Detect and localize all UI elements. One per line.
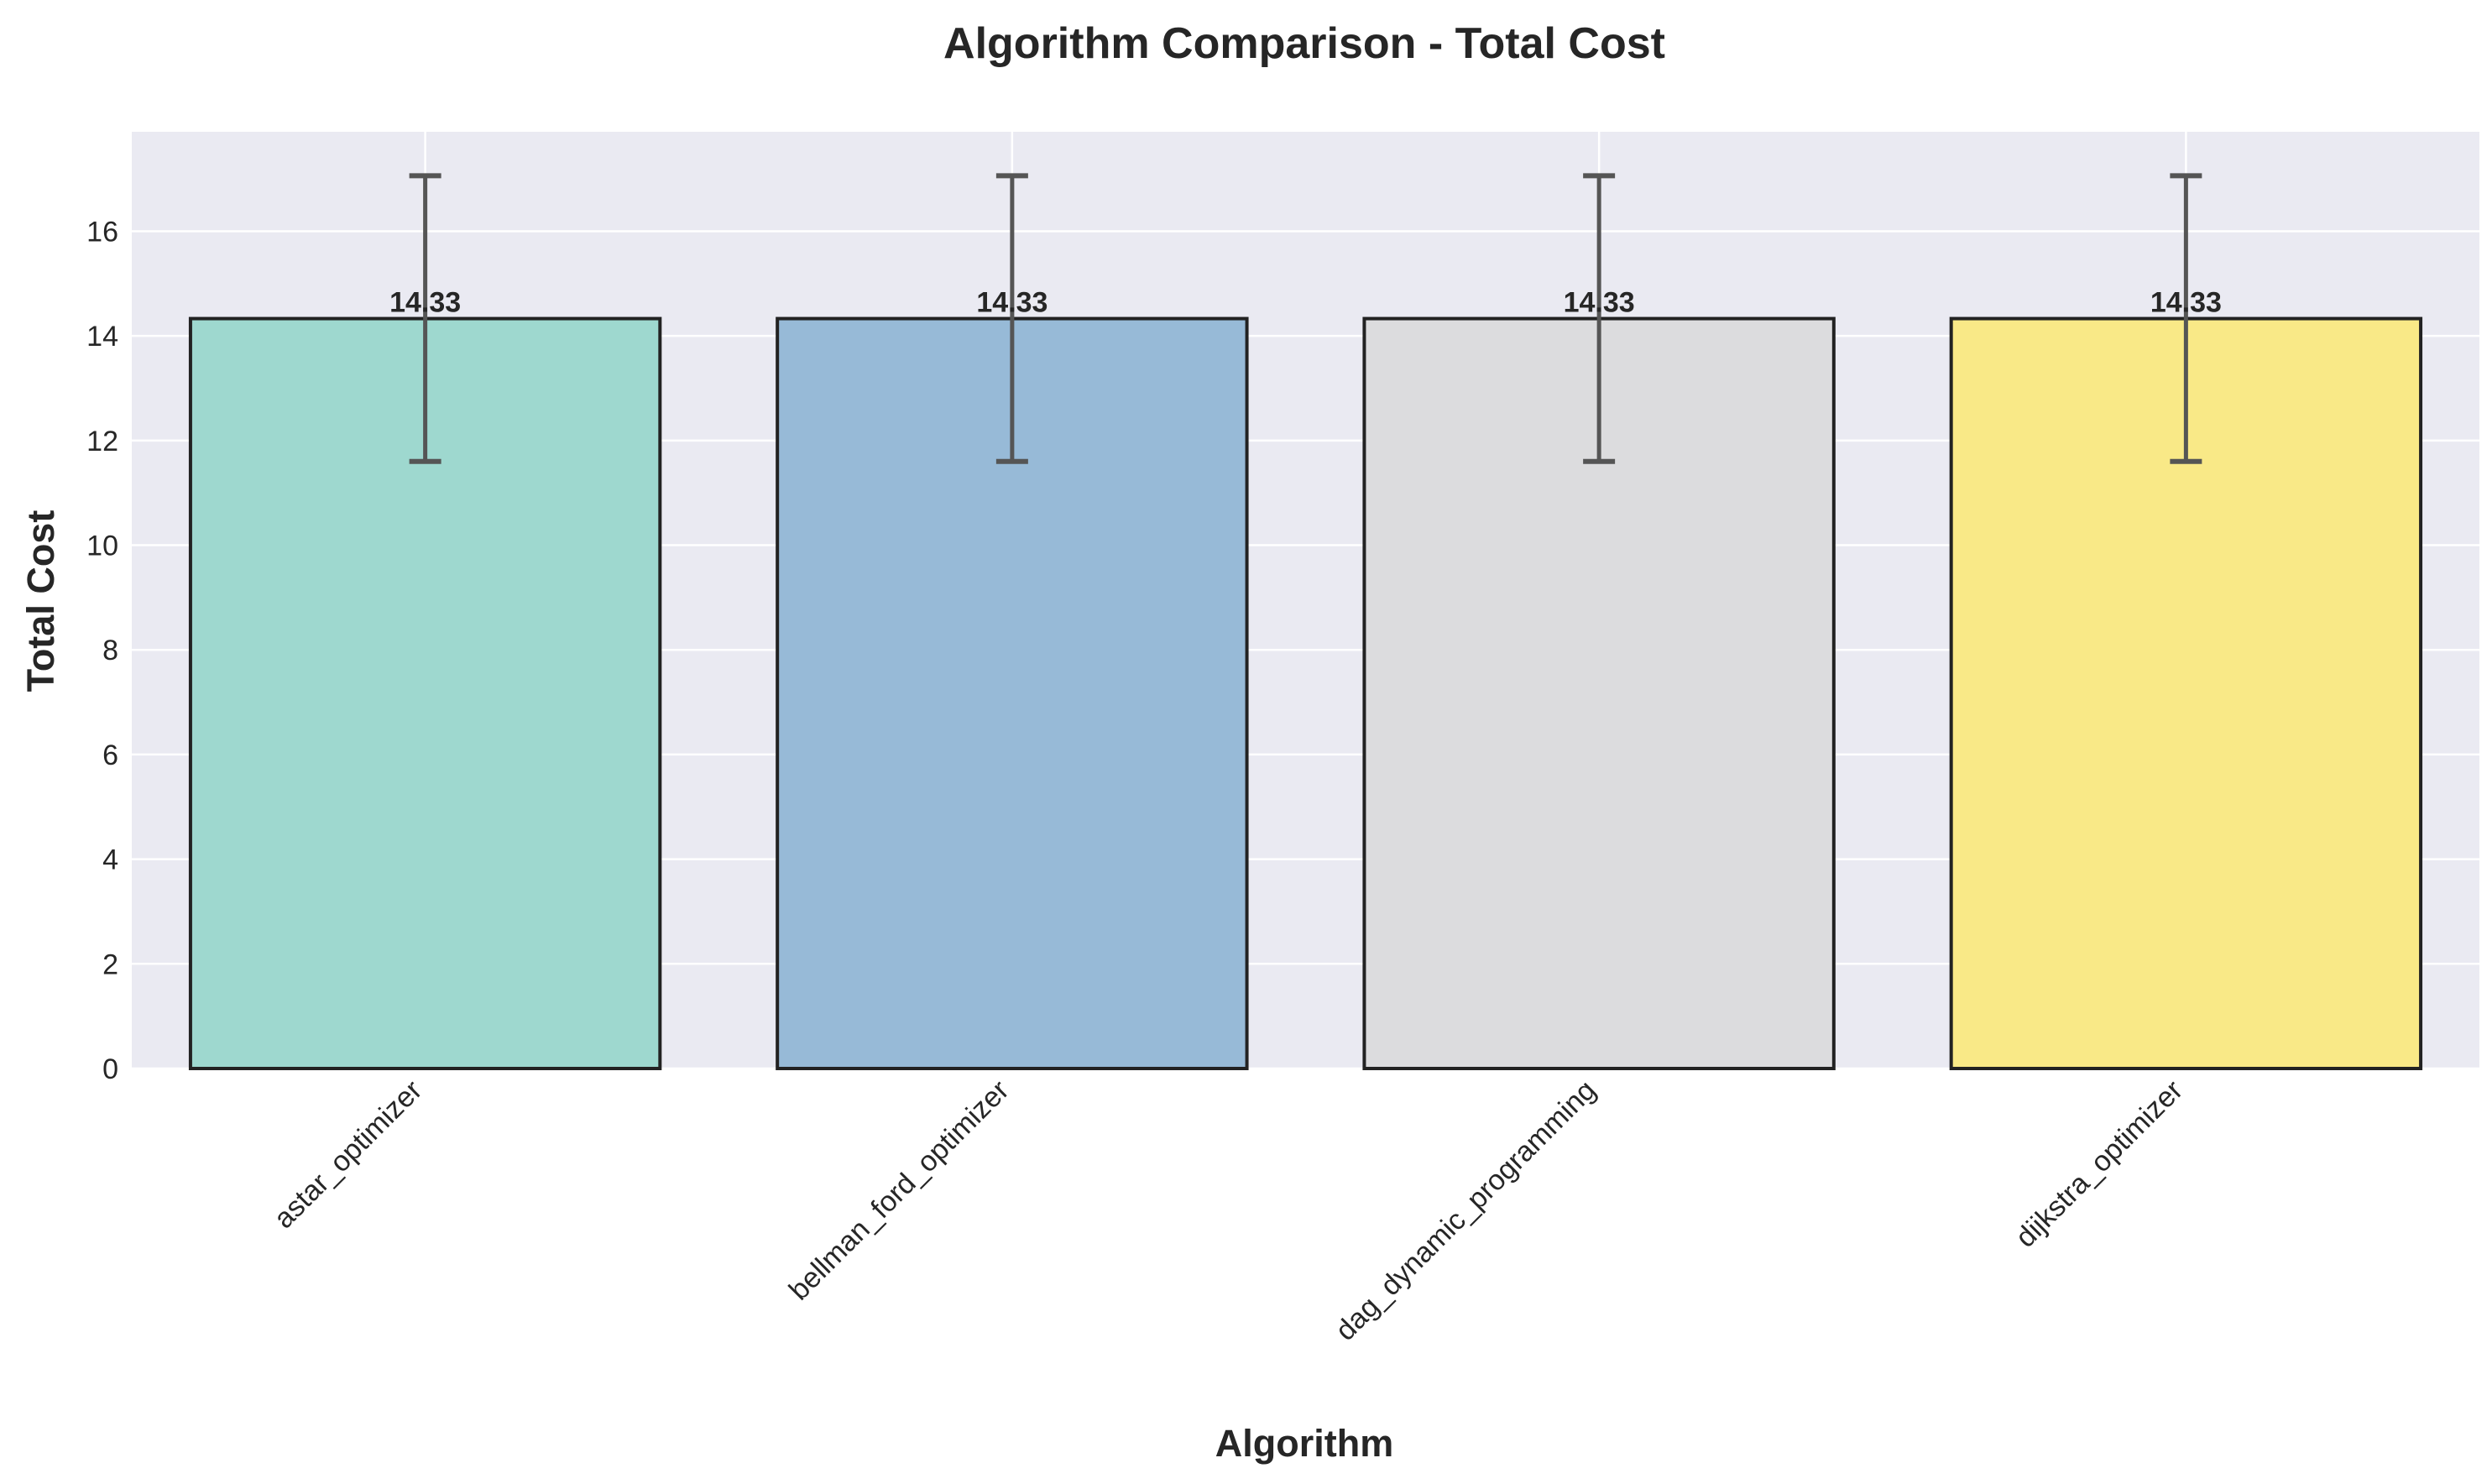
y-tick-label: 2 — [102, 948, 118, 980]
value-labels: 14.33 14.33 14.33 14.33 — [389, 287, 2222, 319]
y-axis-ticks: 0 2 4 6 8 10 12 14 16 — [86, 216, 118, 1085]
error-bars — [409, 173, 2202, 464]
y-tick-label: 10 — [86, 530, 118, 562]
y-tick-label: 0 — [102, 1053, 118, 1085]
bar-value-label: 14.33 — [389, 287, 461, 319]
y-tick-label: 14 — [86, 321, 118, 353]
y-tick-label: 12 — [86, 426, 118, 457]
bar-value-label: 14.33 — [2150, 287, 2222, 319]
bar-value-label: 14.33 — [1564, 287, 1635, 319]
y-tick-label: 16 — [86, 216, 118, 248]
x-axis-label: Algorithm — [1215, 1422, 1393, 1465]
chart-title: Algorithm Comparison - Total Cost — [943, 19, 1665, 68]
y-tick-label: 8 — [102, 635, 118, 666]
y-axis-label: Total Cost — [19, 510, 62, 692]
y-tick-label: 4 — [102, 844, 118, 876]
y-tick-label: 6 — [102, 739, 118, 771]
bar-value-label: 14.33 — [976, 287, 1047, 319]
